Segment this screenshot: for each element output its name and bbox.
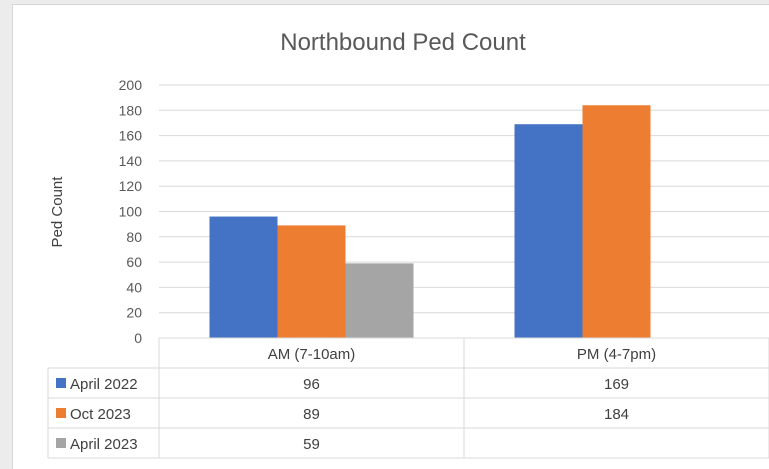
y-axis-label: Ped Count [49, 176, 66, 248]
gridlines [159, 84, 769, 314]
legend-entry: April 2023 [70, 436, 138, 453]
y-tick-label: 120 [119, 178, 143, 194]
legend-swatch [56, 378, 66, 388]
y-tick-label: 20 [126, 305, 142, 321]
data-table: AM (7-10am) PM (4-7pm) April 2022 96 169 Oct … [47, 337, 769, 459]
legend-swatch [56, 408, 66, 418]
y-axis-ticks: 0 20 40 60 80 100 120 140 160 180 200 [119, 77, 143, 346]
chart-title: Northbound Ped Count [280, 29, 526, 56]
bar [209, 216, 278, 338]
bar [514, 124, 583, 338]
bars [209, 105, 651, 339]
legend-swatch [56, 438, 66, 448]
data-label: 59 [303, 436, 320, 453]
y-tick-label: 80 [126, 229, 142, 245]
x-tick-label: PM (4-7pm) [577, 346, 656, 363]
bar [582, 105, 651, 339]
y-tick-label: 0 [134, 330, 142, 346]
data-label: 169 [604, 376, 629, 393]
y-tick-label: 140 [119, 153, 143, 169]
data-label: 89 [303, 406, 320, 423]
y-tick-label: 200 [119, 77, 143, 93]
data-label: 96 [303, 376, 320, 393]
bar [345, 263, 414, 338]
legend-entry: April 2022 [70, 376, 138, 393]
y-tick-label: 40 [126, 279, 142, 295]
y-tick-label: 160 [119, 128, 143, 144]
data-label: 184 [604, 406, 629, 423]
y-tick-label: 100 [119, 204, 143, 220]
x-tick-label: AM (7-10am) [268, 346, 356, 363]
legend-entry: Oct 2023 [70, 406, 131, 423]
bar [277, 225, 346, 338]
y-tick-label: 60 [126, 254, 142, 270]
y-tick-label: 180 [119, 102, 143, 118]
